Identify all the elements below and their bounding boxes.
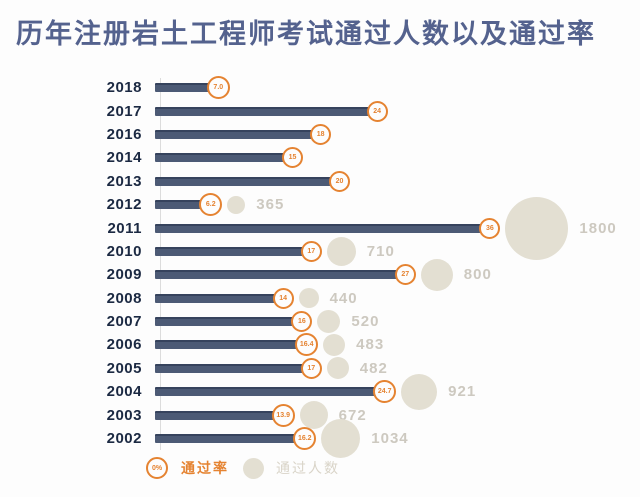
chart-row: 2010 17 710 xyxy=(0,236,640,266)
count-bubble xyxy=(323,333,346,356)
count-label: 921 xyxy=(448,383,477,401)
count-label: 710 xyxy=(366,242,395,260)
chart-row: 2014 15 xyxy=(0,146,640,169)
chart-row: 2013 20 xyxy=(0,170,640,193)
rate-bar xyxy=(155,410,278,420)
chart-row: 2002 16.2 1034 xyxy=(0,419,640,459)
rate-bar xyxy=(155,223,486,233)
chart-row: 2016 18 xyxy=(0,123,640,146)
year-label: 2006 xyxy=(106,336,142,354)
chart-title: 历年注册岩土工程师考试通过人数以及通过率 xyxy=(16,19,596,49)
count-label: 520 xyxy=(351,313,380,331)
chart-rows: 2018 7.0 2017 24 2016 18 2014 15 2013 20 2012 6.2 36… xyxy=(0,76,640,459)
chart-row: 2004 24.7 921 xyxy=(0,373,640,410)
count-label: 800 xyxy=(463,266,492,284)
year-label: 2002 xyxy=(106,430,142,448)
count-label: 365 xyxy=(256,196,285,214)
year-label: 2008 xyxy=(106,289,142,307)
chart-row: 2005 17 482 xyxy=(0,357,640,380)
legend-count-label: 通过人数 xyxy=(276,460,340,476)
rate-bar xyxy=(155,270,401,280)
year-label: 2018 xyxy=(106,79,142,97)
rate-bar xyxy=(155,363,307,373)
count-label: 1800 xyxy=(579,219,617,237)
rate-ring: 24.7 xyxy=(373,380,397,404)
rate-ring: 16.2 xyxy=(293,427,317,451)
count-bubble xyxy=(298,288,319,309)
rate-ring: 6.2 xyxy=(199,193,223,217)
chart-row: 2018 7.0 xyxy=(0,76,640,100)
count-bubble xyxy=(505,196,569,260)
rate-bar xyxy=(155,317,298,327)
chart-row: 2008 14 440 xyxy=(0,287,640,310)
rate-ring: 15 xyxy=(282,147,303,169)
rate-ring: 20 xyxy=(329,170,350,192)
rate-ring: 13.9 xyxy=(271,403,295,427)
rate-ring: 16 xyxy=(291,311,313,333)
rate-bar xyxy=(155,387,380,397)
rate-bar xyxy=(155,293,279,303)
count-bubble xyxy=(227,195,246,214)
year-label: 2012 xyxy=(106,196,142,214)
chart-row: 2017 24 xyxy=(0,99,640,122)
year-label: 2011 xyxy=(107,219,142,237)
rate-bar xyxy=(155,153,288,163)
rate-bar xyxy=(155,340,302,350)
rate-bar xyxy=(155,129,317,139)
rate-ring: 17 xyxy=(300,240,322,262)
chart-legend: 0% 通过率 通过人数 xyxy=(146,457,340,479)
chart-row: 2012 6.2 365 xyxy=(0,193,640,217)
chart-row: 2011 36 1800 xyxy=(0,196,640,260)
rate-ring: 24 xyxy=(366,100,388,122)
y-axis-line xyxy=(160,78,161,450)
rate-ring: 7.0 xyxy=(206,76,230,100)
rate-bar xyxy=(155,106,373,116)
rate-ring: 16.4 xyxy=(295,333,319,357)
rate-bar xyxy=(155,83,213,93)
count-label: 483 xyxy=(356,336,385,354)
rate-bar xyxy=(155,246,307,256)
rate-ring: 17 xyxy=(300,357,322,379)
year-label: 2009 xyxy=(106,266,142,284)
chart-row: 2009 27 800 xyxy=(0,258,640,291)
count-bubble xyxy=(326,236,356,266)
count-bubble xyxy=(401,373,438,410)
count-bubble xyxy=(321,419,361,459)
year-label: 2014 xyxy=(106,149,142,167)
count-bubble xyxy=(420,258,453,291)
year-label: 2017 xyxy=(106,102,142,120)
legend-count-marker-icon xyxy=(243,457,264,479)
count-bubble xyxy=(317,310,341,334)
year-label: 2010 xyxy=(106,242,142,260)
count-label: 482 xyxy=(359,359,388,377)
rate-ring: 18 xyxy=(310,123,332,145)
chart-row: 2007 16 520 xyxy=(0,310,640,334)
count-bubble xyxy=(299,401,328,430)
year-label: 2005 xyxy=(106,359,142,377)
rate-bar xyxy=(155,176,335,186)
count-bubble xyxy=(326,357,349,380)
chart-row: 2006 16.4 483 xyxy=(0,333,640,357)
year-label: 2013 xyxy=(106,172,142,190)
count-label: 1034 xyxy=(371,430,409,448)
rate-bar xyxy=(155,434,300,444)
year-label: 2016 xyxy=(106,125,142,143)
rate-bar xyxy=(155,200,206,210)
rate-ring: 14 xyxy=(272,287,294,309)
chart-row: 2003 13.9 672 xyxy=(0,401,640,430)
legend-rate-marker-icon: 0% xyxy=(146,457,168,479)
legend-rate-label: 通过率 xyxy=(181,460,229,476)
year-label: 2003 xyxy=(106,406,142,424)
count-label: 440 xyxy=(329,289,358,307)
rate-ring: 36 xyxy=(479,217,501,239)
year-label: 2007 xyxy=(106,313,142,331)
rate-ring: 27 xyxy=(394,264,416,286)
year-label: 2004 xyxy=(106,383,142,401)
